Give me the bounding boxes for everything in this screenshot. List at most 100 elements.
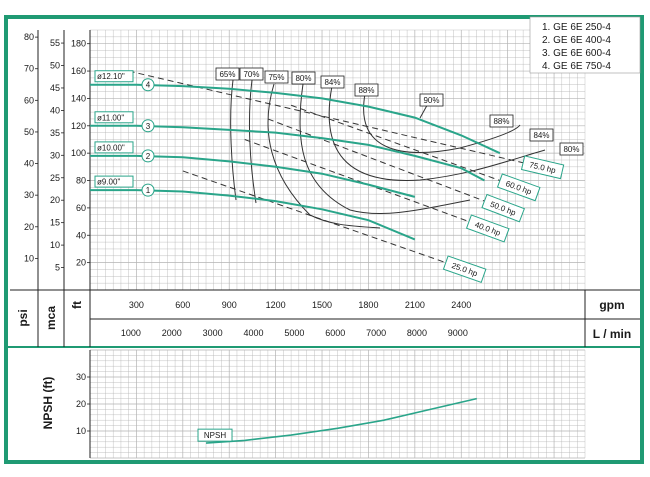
gpm-tick-label: 1500 <box>312 300 332 310</box>
ft-tick-label: 40 <box>76 230 86 240</box>
npsh-tick-labels: 10 20 30 <box>76 372 90 436</box>
performance-curve-4 <box>90 83 501 155</box>
power-label-box <box>496 173 541 202</box>
diameter-label-2: ø10.00" <box>94 141 134 154</box>
efficiency-curve-70 <box>248 79 257 204</box>
svg-text:88%: 88% <box>493 117 509 126</box>
ft-tick-label: 140 <box>71 93 86 103</box>
ft-tick-label: 100 <box>71 148 86 158</box>
diameter-label-box <box>94 70 134 83</box>
power-label-box <box>465 214 510 243</box>
psi-tick-label: 30 <box>24 190 34 200</box>
efficiency-curve-65 <box>230 79 237 201</box>
npsh-tick-label: 30 <box>76 372 86 382</box>
svg-text:88%: 88% <box>358 86 374 95</box>
ft-tick-label: 60 <box>76 203 86 213</box>
power-label-1: 40.0 hp <box>465 214 510 243</box>
power-line-4 <box>128 70 524 164</box>
psi-tick-label: 40 <box>24 159 34 169</box>
power-label-2: 50.0 hp <box>481 193 525 223</box>
svg-text:75%: 75% <box>268 73 284 82</box>
power-label-box <box>520 155 565 180</box>
psi-tick-label: 10 <box>24 253 34 263</box>
diameter-label-box <box>94 175 134 188</box>
gpm-tick-labels: 300 600 900 1200 1500 1800 2100 2400 <box>129 300 471 310</box>
legend-box <box>529 16 641 74</box>
diameter-label-3: ø11.00" <box>94 111 134 124</box>
psi-tick-label: 20 <box>24 222 34 232</box>
psi-tick-label: 60 <box>24 95 34 105</box>
svg-text:65%: 65% <box>219 70 235 79</box>
svg-text:84%: 84% <box>324 78 340 87</box>
power-label-box <box>442 255 487 284</box>
legend: 1. GE 6E 250-4 2. GE 6E 400-4 3. GE 6E 6… <box>529 16 641 74</box>
npsh-label: NPSH <box>204 431 226 440</box>
gpm-tick-label: 300 <box>129 300 144 310</box>
efficiency-label-80: 80% <box>291 71 316 85</box>
mca-tick-label: 20 <box>50 195 60 205</box>
npsh-label-box <box>197 428 233 442</box>
psi-tick-label: 50 <box>24 127 34 137</box>
power-label-box <box>481 193 525 223</box>
efficiency-label-84b: 84% <box>529 128 554 142</box>
power-line-0 <box>182 170 446 264</box>
lmin-unit-label: L / min <box>593 327 631 341</box>
gpm-tick-label: 1200 <box>266 300 286 310</box>
lmin-tick-label: 7000 <box>366 328 386 338</box>
psi-tick-labels: 10 20 30 40 50 60 70 80 <box>24 32 38 263</box>
ft-tick-label: 120 <box>71 121 86 131</box>
ft-tick-label: 20 <box>76 258 86 268</box>
lmin-tick-label: 3000 <box>203 328 223 338</box>
power-label-4: 75.0 hp <box>520 155 565 180</box>
mca-tick-label: 45 <box>50 83 60 93</box>
lmin-tick-label: 4000 <box>243 328 263 338</box>
diameter-label-text: ø10.00" <box>97 143 125 152</box>
mca-tick-label: 35 <box>50 128 60 138</box>
legend-item-2: 2. GE 6E 400-4 <box>542 35 611 46</box>
svg-text:70%: 70% <box>243 70 259 79</box>
npsh-tick-label: 10 <box>76 426 86 436</box>
psi-tick-label: 80 <box>24 32 34 42</box>
psi-tick-label: 70 <box>24 64 34 74</box>
mca-tick-labels: 5 10 15 20 25 30 35 40 45 50 55 <box>50 38 64 273</box>
gpm-tick-label: 900 <box>222 300 237 310</box>
curve-number-4: 4 <box>146 81 151 90</box>
ft-tick-label: 160 <box>71 66 86 76</box>
npsh-axis-label: NPSH (ft) <box>41 377 55 430</box>
mca-tick-label: 40 <box>50 105 60 115</box>
efficiency-curve-80 <box>299 83 471 215</box>
legend-item-1: 1. GE 6E 250-4 <box>542 22 611 33</box>
svg-text:84%: 84% <box>533 131 549 140</box>
curve-number-1: 1 <box>146 186 151 195</box>
efficiency-label-75: 75% <box>264 70 289 84</box>
efficiency-label-88a: 88% <box>354 83 379 97</box>
legend-item-3: 3. GE 6E 600-4 <box>542 48 611 59</box>
mca-tick-label: 15 <box>50 218 60 228</box>
diameter-label-4: ø12.10" <box>94 70 134 83</box>
ft-tick-label: 180 <box>71 39 86 49</box>
ft-tick-label: 80 <box>76 176 86 186</box>
lmin-tick-label: 6000 <box>325 328 345 338</box>
power-label-3: 60.0 hp <box>496 173 541 202</box>
ft-unit-label: ft <box>70 301 84 309</box>
gpm-tick-label: 600 <box>175 300 190 310</box>
curve-number-2: 2 <box>146 152 151 161</box>
diameter-label-text: ø12.10" <box>97 72 125 81</box>
mca-tick-label: 50 <box>50 61 60 71</box>
diameter-label-box <box>94 141 134 154</box>
gpm-tick-label: 2100 <box>405 300 425 310</box>
svg-text:90%: 90% <box>423 96 439 105</box>
npsh-grid <box>89 349 586 459</box>
curve-number-circle-2 <box>141 149 155 163</box>
mca-tick-label: 5 <box>55 263 60 273</box>
lmin-tick-label: 5000 <box>284 328 304 338</box>
lmin-tick-label: 1000 <box>121 328 141 338</box>
gpm-tick-label: 1800 <box>358 300 378 310</box>
efficiency-curve-84-outer <box>328 85 546 181</box>
performance-curves: ø9.00" 1 ø10.00" 2 ø11.00" 3 ø12.10" 4 <box>90 70 501 241</box>
curve-number-circle-1 <box>141 183 155 197</box>
efficiency-label-65: 65% <box>215 67 240 81</box>
svg-text:80%: 80% <box>563 145 579 154</box>
